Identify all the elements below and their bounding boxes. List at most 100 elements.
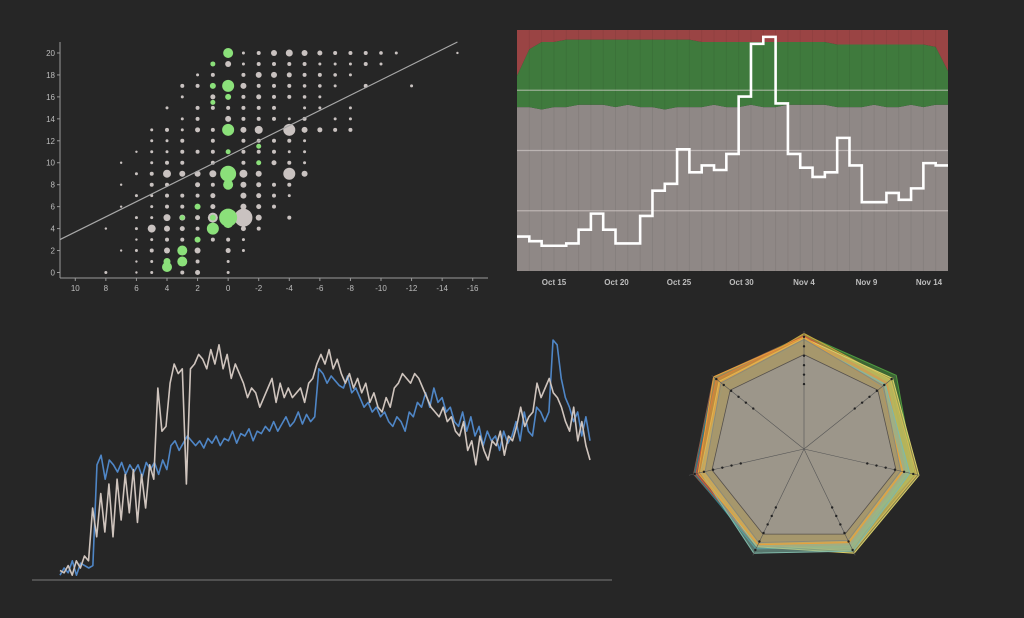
x-tick-label: 0 (226, 284, 231, 293)
radar-point (893, 468, 897, 471)
radar-point (835, 514, 838, 518)
gray-data-point (210, 204, 216, 210)
blue-series-line (59, 339, 591, 576)
radar-point (770, 514, 773, 518)
gray-data-point (271, 71, 277, 78)
y-tick-label: 4 (51, 225, 56, 234)
gray-data-point (272, 61, 276, 66)
gray-data-point (241, 249, 245, 253)
gray-data-point (256, 116, 261, 121)
gray-data-point (210, 127, 215, 132)
gray-data-point (287, 117, 291, 121)
gray-data-point (301, 49, 308, 56)
gray-data-point (209, 170, 217, 178)
gray-data-point (180, 160, 185, 165)
gray-data-point (195, 116, 200, 121)
gray-data-point (286, 72, 292, 78)
gray-data-point (317, 72, 322, 77)
x-tick-label: Nov 14 (916, 278, 943, 287)
tan-series-line (59, 344, 591, 576)
green-data-point (194, 203, 201, 210)
radar-spoke (752, 448, 805, 556)
gray-data-point (303, 139, 307, 143)
radar-point (843, 531, 846, 535)
gray-data-point (179, 170, 186, 177)
gray-data-point (134, 194, 138, 198)
gray-data-point (241, 160, 246, 165)
x-tick-label: 10 (71, 284, 80, 293)
radar-point (883, 383, 886, 387)
y-tick-label: 18 (46, 71, 55, 80)
radar-point (802, 364, 806, 367)
x-tick-label: Oct 20 (604, 278, 629, 287)
radar-point (737, 395, 740, 398)
x-tick-label: -8 (347, 284, 355, 293)
gray-data-point (348, 73, 352, 77)
gray-data-point (287, 94, 292, 99)
gray-data-point (285, 49, 293, 57)
step-line (517, 35, 948, 248)
gray-data-point (104, 227, 108, 230)
gray-data-point (165, 237, 169, 242)
y-tick-label: 14 (46, 115, 55, 124)
x-tick-label: -6 (316, 284, 324, 293)
gray-data-point (256, 50, 261, 55)
gray-data-point (180, 193, 185, 198)
gray-data-point (149, 182, 154, 187)
gray-data-point (303, 150, 307, 154)
gray-data-point (163, 169, 171, 178)
gray-data-point (150, 271, 154, 275)
gray-data-point (165, 106, 169, 110)
gray-data-point (225, 115, 232, 122)
gray-data-point (195, 149, 200, 154)
y-tick-label: 6 (51, 203, 56, 212)
gray-data-point (256, 182, 262, 188)
gray-data-point (240, 181, 247, 188)
gray-data-point (135, 238, 138, 241)
gray-data-point (147, 224, 156, 233)
radar-point (875, 389, 879, 393)
gray-data-point (333, 73, 337, 77)
gray-data-point (241, 94, 246, 99)
gray-data-point (302, 95, 307, 99)
radar-point (758, 540, 761, 543)
gray-data-point (165, 204, 169, 209)
green-data-point (162, 262, 172, 273)
stacked-area-band (517, 104, 948, 272)
radar-point (868, 395, 871, 398)
radar-point (853, 407, 856, 410)
gray-data-point (272, 83, 276, 88)
gray-data-point (333, 84, 337, 88)
gray-data-point (240, 203, 247, 210)
gray-data-point (256, 149, 261, 154)
radar-point (875, 464, 878, 467)
gray-data-point (180, 138, 185, 143)
radar-point (884, 466, 887, 469)
gray-data-point (150, 216, 154, 220)
gray-data-point (180, 237, 185, 242)
green-data-point (177, 256, 188, 267)
x-tick-label: 4 (165, 284, 170, 293)
green-data-point (206, 222, 219, 235)
gray-data-point (272, 193, 276, 198)
gray-data-point (196, 73, 200, 77)
green-data-point (220, 165, 237, 182)
gray-data-point (165, 193, 169, 198)
gray-data-point (194, 247, 201, 254)
green-data-point (223, 218, 234, 229)
dual-line-chart (32, 339, 612, 581)
gray-data-point (333, 117, 337, 121)
gray-data-point (226, 260, 230, 264)
gray-data-point (195, 215, 201, 221)
gray-data-point (272, 94, 276, 99)
gray-data-point (164, 225, 170, 232)
gray-data-point (180, 83, 185, 88)
gray-data-point (333, 50, 338, 55)
gray-data-point (272, 149, 276, 154)
gray-data-point (287, 150, 291, 154)
gray-data-point (256, 204, 262, 210)
gray-data-point (241, 62, 245, 66)
gray-data-point (195, 270, 201, 276)
gray-data-point (287, 138, 292, 143)
gray-data-point (180, 270, 185, 275)
